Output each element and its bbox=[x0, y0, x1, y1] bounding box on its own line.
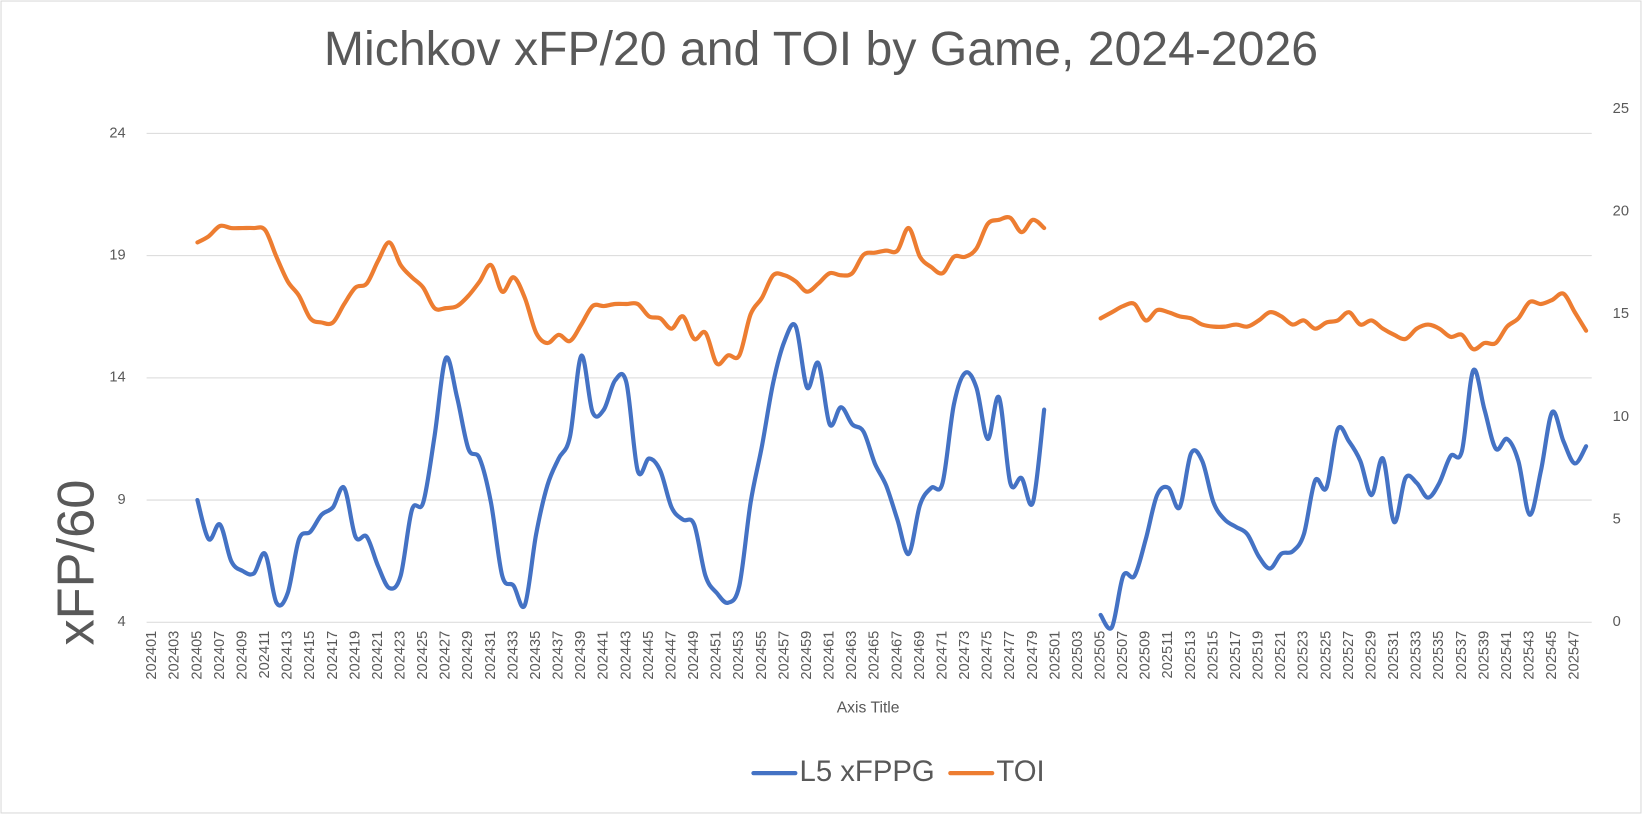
x-tick-label: 202535 bbox=[1431, 631, 1447, 680]
x-tick-label: 202533 bbox=[1409, 631, 1425, 680]
x-tick-label: 202417 bbox=[325, 631, 341, 680]
x-tick-label: 202511 bbox=[1160, 631, 1176, 679]
x-tick-label: 202525 bbox=[1318, 631, 1334, 680]
x-tick-label: 202455 bbox=[754, 631, 770, 680]
y-tick-label: 19 bbox=[109, 247, 125, 263]
x-tick-label: 202477 bbox=[1002, 631, 1018, 680]
x-tick-label: 202543 bbox=[1522, 631, 1538, 680]
x-tick-label: 202501 bbox=[1047, 631, 1063, 680]
x-tick-label: 202467 bbox=[889, 631, 905, 680]
x-tick-label: 202409 bbox=[234, 631, 250, 680]
x-tick-label: 202515 bbox=[1205, 631, 1221, 680]
x-tick-label: 202429 bbox=[460, 631, 476, 680]
x-tick-label: 202411 bbox=[257, 631, 273, 679]
x-tick-label: 202473 bbox=[957, 631, 973, 680]
x-tick-label: 202425 bbox=[415, 631, 431, 680]
x-tick-label: 202527 bbox=[1341, 631, 1357, 680]
y2-tick-label: 10 bbox=[1613, 409, 1629, 425]
x-tick-label: 202449 bbox=[686, 631, 702, 680]
x-tick-label: 202423 bbox=[393, 631, 409, 680]
legend-label: L5 xFPPG bbox=[800, 755, 935, 788]
series-line bbox=[195, 215, 1589, 367]
x-tick-label: 202547 bbox=[1567, 631, 1583, 680]
x-tick-label: 202469 bbox=[912, 631, 928, 680]
y2-tick-label: 5 bbox=[1613, 511, 1621, 527]
x-tick-label: 202463 bbox=[844, 631, 860, 680]
x-axis-title: Axis Title bbox=[837, 699, 900, 716]
x-tick-label: 202475 bbox=[980, 631, 996, 680]
x-tick-label: 202447 bbox=[663, 631, 679, 680]
x-tick-label: 202419 bbox=[347, 631, 363, 680]
x-tick-label: 202437 bbox=[551, 631, 567, 680]
x-tick-label: 202431 bbox=[483, 631, 499, 680]
x-tick-label: 202541 bbox=[1499, 631, 1515, 680]
x-tick-label: 202445 bbox=[641, 631, 657, 680]
x-tick-label: 202413 bbox=[280, 631, 296, 680]
x-tick-label: 202523 bbox=[1296, 631, 1312, 680]
x-tick-label: 202441 bbox=[596, 631, 612, 680]
x-tick-label: 202517 bbox=[1228, 631, 1244, 680]
y2-tick-label: 25 bbox=[1613, 101, 1629, 117]
x-tick-label: 202439 bbox=[573, 631, 589, 680]
x-tick-label: 202471 bbox=[934, 631, 950, 680]
x-tick-label: 202405 bbox=[189, 631, 205, 680]
x-tick-label: 202451 bbox=[709, 631, 725, 680]
x-tick-label: 202519 bbox=[1251, 631, 1267, 680]
x-tick-label: 202531 bbox=[1386, 631, 1402, 680]
x-tick-label: 202453 bbox=[731, 631, 747, 680]
x-tick-label: 202465 bbox=[867, 631, 883, 680]
x-tick-label: 202461 bbox=[822, 631, 838, 680]
y-tick-label: 24 bbox=[109, 125, 125, 141]
x-tick-label: 202503 bbox=[1070, 631, 1086, 680]
legend-label: TOI bbox=[996, 755, 1044, 788]
x-tick-label: 202505 bbox=[1092, 631, 1108, 680]
x-tick-label: 202435 bbox=[528, 631, 544, 680]
y2-tick-label: 20 bbox=[1613, 203, 1629, 219]
x-tick-label: 202433 bbox=[505, 631, 521, 680]
x-tick-label: 202427 bbox=[438, 631, 454, 680]
x-tick-label: 202459 bbox=[799, 631, 815, 680]
x-tick-label: 202421 bbox=[370, 631, 386, 680]
x-tick-label: 202545 bbox=[1544, 631, 1560, 680]
x-tick-label: 202539 bbox=[1476, 631, 1492, 680]
x-tick-label: 202407 bbox=[212, 631, 228, 680]
x-tick-label: 202401 bbox=[144, 631, 160, 680]
chart-title: Michkov xFP/20 and TOI by Game, 2024-202… bbox=[324, 22, 1318, 76]
y2-tick-label: 15 bbox=[1613, 306, 1629, 322]
x-tick-label: 202521 bbox=[1273, 631, 1289, 680]
x-tick-label: 202443 bbox=[618, 631, 634, 680]
y-tick-label: 4 bbox=[118, 614, 126, 630]
x-tick-label: 202403 bbox=[167, 631, 183, 680]
series-line bbox=[195, 322, 1589, 631]
x-tick-label: 202479 bbox=[1025, 631, 1041, 680]
x-tick-label: 202509 bbox=[1138, 631, 1154, 680]
x-tick-label: 202415 bbox=[302, 631, 318, 680]
x-tick-label: 202513 bbox=[1183, 631, 1199, 680]
x-tick-label: 202529 bbox=[1363, 631, 1379, 680]
y-tick-label: 9 bbox=[118, 492, 126, 508]
y-tick-label: 14 bbox=[109, 370, 125, 386]
x-tick-label: 202457 bbox=[776, 631, 792, 680]
x-tick-label: 202537 bbox=[1454, 631, 1470, 680]
y-axis-title: xFP/60 bbox=[47, 480, 105, 646]
x-tick-label: 202507 bbox=[1115, 631, 1131, 680]
y2-tick-label: 0 bbox=[1613, 614, 1621, 630]
